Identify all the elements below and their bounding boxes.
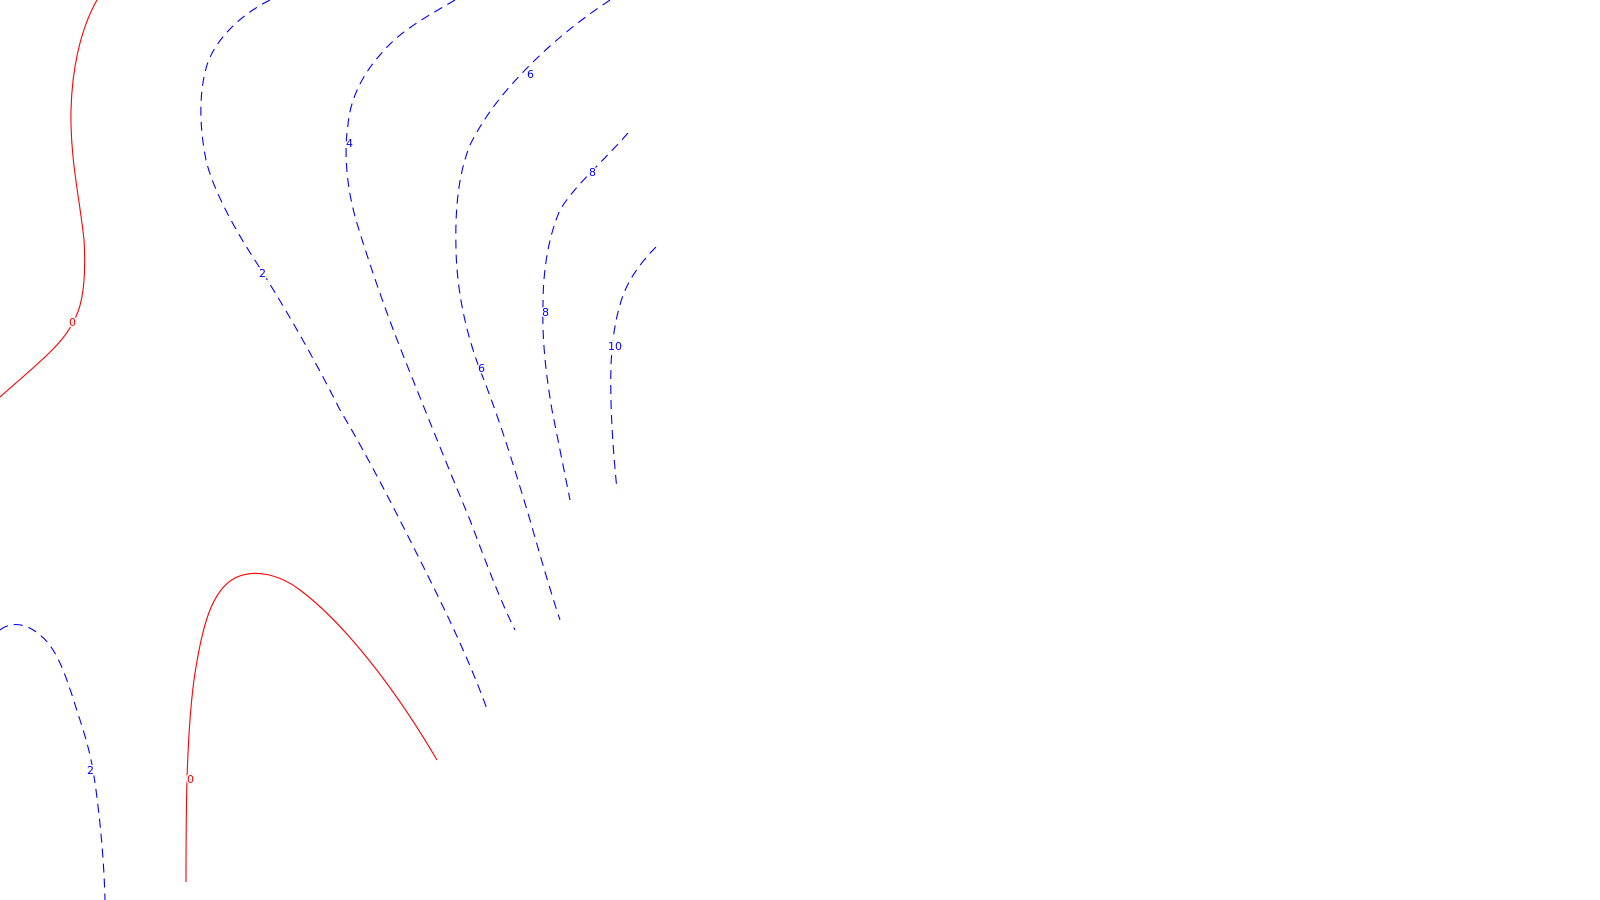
contour-label: 0 — [187, 773, 194, 786]
contour-line — [345, 0, 516, 631]
contour-label: 2 — [87, 764, 94, 777]
contour-line — [0, 0, 98, 398]
contour-line — [0, 624, 106, 900]
contour-label: 0 — [69, 316, 76, 329]
contour-line — [200, 0, 489, 713]
contour-line — [542, 132, 629, 501]
contour-label: 4 — [346, 137, 353, 150]
contour-label: 8 — [542, 306, 549, 319]
contour-label: 6 — [478, 362, 485, 375]
contour-label: 6 — [527, 68, 534, 81]
contour-label: 10 — [608, 340, 622, 353]
contour-label: 8 — [589, 166, 596, 179]
contour-line — [455, 0, 611, 621]
contour-label: 2 — [259, 267, 266, 280]
contour-line — [610, 246, 657, 491]
contour-line — [185, 572, 438, 883]
